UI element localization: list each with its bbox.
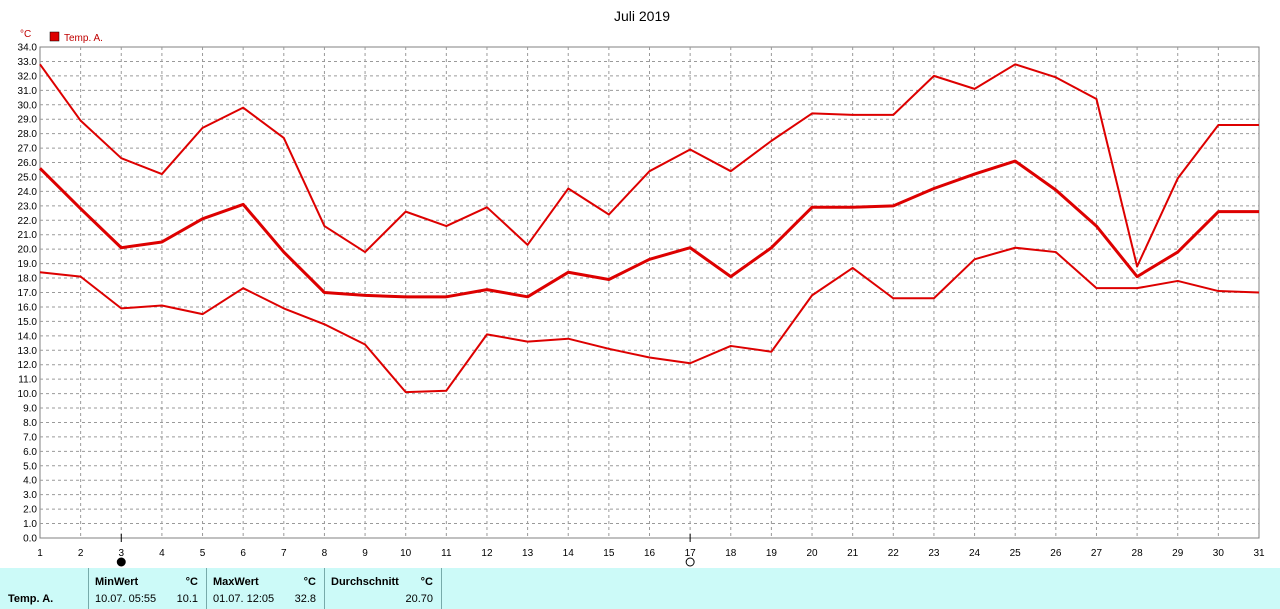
x-tick-label: 30 <box>1213 548 1225 559</box>
y-tick-label: 21.0 <box>18 230 38 241</box>
y-tick-label: 19.0 <box>18 259 38 270</box>
x-tick-label: 31 <box>1253 548 1265 559</box>
y-tick-label: 7.0 <box>23 432 37 443</box>
y-axis-ticks: 0.0 1.0 2.0 3.0 4.0 5.0 6.0 7.0 8.0 9.0 10.0 11.0 12… <box>18 43 38 545</box>
x-tick-label: 2 <box>78 548 84 559</box>
avg-unit: °C <box>420 576 433 588</box>
y-tick-label: 15.0 <box>18 317 38 328</box>
min-value: 10.1 <box>176 593 198 605</box>
y-tick-label: 22.0 <box>18 216 38 227</box>
x-tick-label: 16 <box>644 548 656 559</box>
y-tick-label: 1.0 <box>23 519 37 530</box>
y-axis-unit: °C <box>20 29 31 40</box>
series-lines <box>38 63 1260 394</box>
y-tick-label: 32.0 <box>18 71 38 82</box>
y-tick-label: 5.0 <box>23 461 37 472</box>
y-tick-label: 29.0 <box>18 115 38 126</box>
x-tick-label: 12 <box>481 548 493 559</box>
x-tick-label: 17 <box>685 548 697 559</box>
x-tick-label: 7 <box>281 548 287 559</box>
x-tick-label: 13 <box>522 548 534 559</box>
y-tick-label: 10.0 <box>18 389 38 400</box>
legend-label: Temp. A. <box>64 33 103 44</box>
y-tick-label: 33.0 <box>18 57 38 68</box>
x-tick-label: 21 <box>847 548 859 559</box>
open-circle-marker <box>685 557 695 567</box>
stats-row-label: Temp. A. <box>8 593 54 605</box>
x-tick-label: 26 <box>1050 548 1062 559</box>
average-value-cell: Durchschnitt °C 20.70 <box>324 568 442 609</box>
statistics-table: Temp. A. MinWert °C 10.07. 05:55 10.1 Ma… <box>0 568 1280 609</box>
x-tick-label: 14 <box>563 548 575 559</box>
x-tick-label: 24 <box>969 548 981 559</box>
y-tick-label: 27.0 <box>18 144 38 155</box>
max-datetime: 01.07. 12:05 <box>213 593 275 605</box>
x-tick-label: 27 <box>1091 548 1103 559</box>
x-axis-ticks: 1 2 3 4 5 6 7 8 9 10 11 12 13 14 15 16 17 18 19 20 21 22 23 24 2… <box>37 548 1265 559</box>
y-tick-label: 18.0 <box>18 274 38 285</box>
y-tick-label: 9.0 <box>23 404 37 415</box>
min-datetime: 10.07. 05:55 <box>95 593 157 605</box>
y-tick-label: 17.0 <box>18 288 38 299</box>
y-tick-label: 13.0 <box>18 346 38 357</box>
series-line-mean <box>38 159 1259 299</box>
y-tick-label: 4.0 <box>23 476 37 487</box>
y-tick-label: 24.0 <box>18 187 38 198</box>
x-tick-label: 10 <box>400 548 412 559</box>
max-value-cell: MaxWert °C 01.07. 12:05 32.8 <box>206 568 324 609</box>
y-tick-label: 30.0 <box>18 100 38 111</box>
max-unit: °C <box>303 576 316 588</box>
y-tick-label: 25.0 <box>18 172 38 183</box>
x-tick-label: 28 <box>1132 548 1144 559</box>
y-tick-label: 31.0 <box>18 86 38 97</box>
x-tick-label: 18 <box>725 548 737 559</box>
y-tick-label: 8.0 <box>23 418 37 429</box>
y-tick-label: 14.0 <box>18 331 38 342</box>
x-tick-label: 19 <box>766 548 778 559</box>
min-header: MinWert <box>95 576 139 588</box>
min-unit: °C <box>185 576 198 588</box>
y-tick-label: 26.0 <box>18 158 38 169</box>
x-tick-label: 11 <box>441 548 452 559</box>
series-line-max <box>39 63 1259 268</box>
y-tick-label: 12.0 <box>18 360 38 371</box>
x-tick-label: 3 <box>118 548 124 559</box>
x-tick-label: 29 <box>1172 548 1184 559</box>
x-tick-label: 15 <box>603 548 615 559</box>
y-tick-label: 6.0 <box>23 447 37 458</box>
y-tick-label: 34.0 <box>18 43 38 54</box>
x-tick-label: 5 <box>200 548 206 559</box>
avg-header: Durchschnitt <box>331 576 399 588</box>
y-tick-label: 16.0 <box>18 302 38 313</box>
max-header: MaxWert <box>213 576 259 588</box>
y-tick-label: 20.0 <box>18 245 38 256</box>
y-tick-label: 0.0 <box>23 534 37 545</box>
y-tick-label: 3.0 <box>23 490 37 501</box>
max-value: 32.8 <box>294 593 316 605</box>
grid-lines <box>40 47 1259 538</box>
chart-title: Juli 2019 <box>614 8 670 24</box>
x-tick-label: 8 <box>322 548 328 559</box>
y-tick-label: 2.0 <box>23 505 37 516</box>
y-tick-label: 28.0 <box>18 129 38 140</box>
x-tick-label: 9 <box>362 548 368 559</box>
legend-swatch <box>49 31 60 42</box>
min-value-cell: MinWert °C 10.07. 05:55 10.1 <box>88 568 206 609</box>
x-tick-label: 1 <box>37 548 43 559</box>
x-tick-label: 4 <box>159 548 165 559</box>
y-tick-label: 23.0 <box>18 201 38 212</box>
x-tick-label: 23 <box>928 548 940 559</box>
axis-markers <box>116 534 695 567</box>
x-tick-label: 25 <box>1010 548 1022 559</box>
series-line-min <box>39 246 1260 394</box>
x-tick-label: 22 <box>888 548 900 559</box>
avg-value: 20.70 <box>405 593 433 605</box>
x-tick-label: 20 <box>806 548 818 559</box>
filled-circle-marker <box>116 557 126 567</box>
x-tick-label: 6 <box>240 548 246 559</box>
temperature-chart: Juli 2019 °C Temp. A. 0.0 1.0 2.0 3.0 4.0 5.0… <box>18 8 1265 567</box>
y-tick-label: 11.0 <box>18 375 37 386</box>
